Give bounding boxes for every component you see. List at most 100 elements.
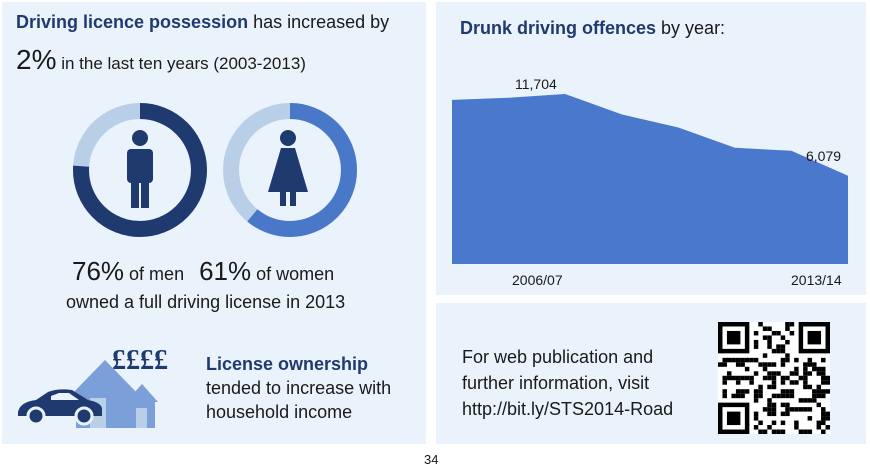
qr-module [816, 384, 822, 390]
qr-module [771, 362, 777, 367]
qr-code-icon [718, 322, 830, 434]
qr-module [825, 425, 830, 430]
qr-module [825, 380, 830, 385]
qr-module [803, 384, 808, 390]
qr-module [726, 375, 732, 381]
qr-module [753, 330, 759, 336]
qr-module [807, 398, 813, 403]
qr-module [740, 393, 745, 399]
licence-headline-rest: has increased by [248, 12, 390, 32]
woman-icon [268, 130, 308, 206]
qr-module [821, 411, 826, 417]
qr-module [753, 389, 759, 394]
qr-module [767, 339, 772, 345]
qr-module [776, 393, 781, 399]
qr-module [731, 357, 736, 363]
qr-module [735, 380, 741, 385]
qr-module [816, 371, 822, 376]
qr-module [798, 407, 804, 412]
qr-module [789, 407, 795, 412]
men-donut-arc [73, 103, 207, 237]
qr-module [816, 425, 822, 430]
qr-module [785, 322, 790, 327]
qr-module [776, 348, 781, 354]
qr-module [780, 348, 786, 354]
chart-title: Drunk driving offences by year: [460, 18, 725, 39]
car-icon [18, 389, 102, 426]
men-percentage: 76% [72, 256, 125, 286]
qr-module [771, 384, 777, 390]
qr-module [807, 384, 813, 390]
men-donut-chart [73, 103, 207, 237]
qr-module [816, 420, 822, 426]
qr-module [767, 335, 772, 340]
qr-module [821, 371, 826, 376]
qr-module [771, 371, 777, 376]
qr-module [821, 420, 826, 426]
qr-module [762, 429, 768, 434]
qr-module [821, 393, 826, 399]
qr-module [735, 375, 741, 381]
qr-module [735, 393, 741, 399]
qr-module [767, 384, 772, 390]
qr-module [780, 335, 786, 340]
qr-module [722, 357, 727, 363]
qr-module [740, 362, 745, 367]
qr-module [803, 398, 808, 403]
money-symbol: ££££ [112, 345, 168, 376]
qr-module [771, 348, 777, 354]
qr-module [753, 371, 759, 376]
qr-module [753, 393, 759, 399]
licence-change-rest: in the last ten years (2003-2013) [56, 54, 306, 73]
qr-module [758, 362, 763, 367]
ownership-line-2: household income [206, 402, 353, 422]
qr-module [812, 393, 817, 399]
qr-module [780, 375, 786, 381]
qr-module [771, 411, 777, 417]
men-label: of men [124, 264, 185, 284]
qr-module [807, 407, 813, 412]
qr-module [771, 375, 777, 381]
qr-module [753, 398, 759, 403]
house-window [136, 408, 147, 428]
qr-module [722, 393, 727, 399]
qr-module [821, 416, 826, 421]
women-donut-chart [223, 103, 357, 237]
qr-module [744, 357, 750, 363]
qr-module [789, 393, 795, 399]
qr-module [771, 407, 777, 412]
qr-module [798, 398, 804, 403]
qr-module [780, 429, 786, 434]
peak-data-label: 11,704 [515, 76, 557, 92]
qr-module [807, 362, 813, 367]
qr-module [718, 362, 723, 367]
qr-module [803, 371, 808, 376]
qr-module [758, 322, 763, 327]
qr-module [785, 326, 790, 331]
qr-module [758, 429, 763, 434]
qr-module [785, 339, 790, 345]
publication-url[interactable]: http://bit.ly/STS2014-Road [462, 399, 674, 419]
qr-module [753, 425, 759, 430]
qr-module [753, 411, 759, 417]
qr-module [740, 389, 745, 394]
qr-module [767, 425, 772, 430]
qr-module [753, 357, 759, 363]
licence-panel [2, 2, 426, 444]
page-number: 34 [424, 452, 439, 467]
qr-module [821, 389, 826, 394]
qr-module [807, 429, 813, 434]
qr-module [785, 353, 790, 358]
qr-module [749, 375, 754, 381]
qr-module [771, 402, 777, 408]
qr-module [740, 375, 745, 381]
qr-module [780, 380, 786, 385]
qr-module [789, 371, 795, 376]
drunk-driving-area-chart [452, 94, 848, 264]
qr-module [731, 375, 736, 381]
qr-module [758, 389, 763, 394]
qr-module [803, 362, 808, 367]
licence-change: 2% in the last ten years (2003-2013) [16, 44, 306, 76]
qr-module [767, 407, 772, 412]
qr-module [758, 393, 763, 399]
